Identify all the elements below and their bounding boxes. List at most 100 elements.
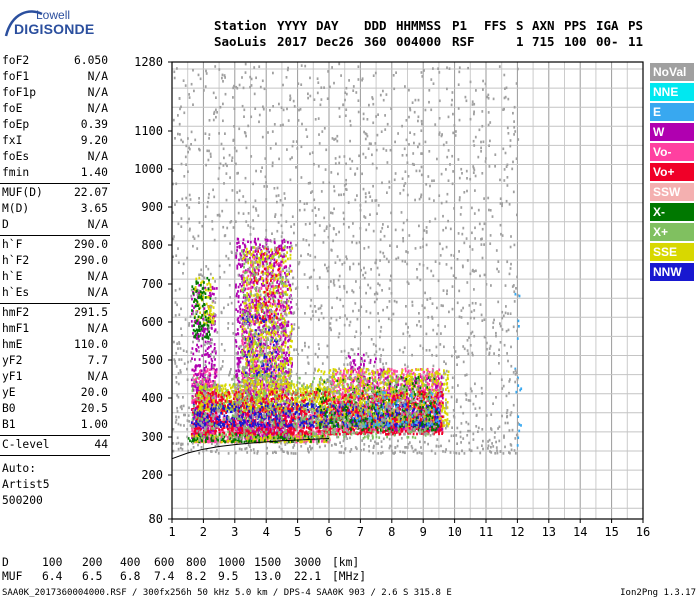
echo-point [353,390,356,394]
echo-point [244,437,247,441]
echo-point [287,384,289,388]
echo-point [283,419,286,423]
echo-point [285,307,288,310]
echo-point [269,317,271,321]
echo-point [263,366,266,369]
echo-point [222,387,225,390]
echo-point [419,428,422,432]
echo-point [259,275,262,279]
echo-point [257,431,260,435]
echo-point [357,353,360,356]
echo-point [283,357,286,360]
hdr-s-value: 1 [516,34,524,49]
echo-point [342,376,345,379]
echo-point [287,408,290,411]
echo-point [256,364,258,367]
echo-point [251,346,253,350]
echo-point [258,342,261,345]
echo-point [365,417,368,420]
echo-point [271,253,274,256]
echo-point [403,412,406,415]
echo-point [250,415,253,418]
echo-point [342,372,345,375]
echo-point [246,336,249,339]
echo-point [273,332,276,336]
echo-point [421,380,424,383]
echo-point [288,440,291,444]
echo-point [248,355,251,358]
echo-point [421,423,424,427]
echo-point [310,390,313,394]
echo-point [224,422,226,426]
echo-point [287,381,289,385]
echo-point [258,422,261,425]
echo-point [248,436,251,440]
echo-point [266,332,269,335]
echo-point [415,425,418,429]
echo-point [278,403,280,407]
echo-point [243,382,246,386]
echo-point [273,387,276,391]
echo-point [360,357,363,361]
echo-point [199,418,202,422]
echo-point [259,397,262,401]
echo-point [199,292,202,296]
echo-point [407,424,410,427]
echo-point [357,390,360,393]
param-key: C-level [2,438,50,451]
echo-point [215,383,217,387]
echo-point [440,426,443,430]
echo-point [237,363,240,367]
echo-point [272,419,275,422]
echo-point [404,367,407,371]
echo-point [361,404,363,408]
echo-point [278,308,281,312]
echo-point [264,409,267,413]
echo-point [248,310,251,313]
echo-point [251,349,254,352]
echo-point [278,431,281,435]
echo-point [237,316,240,320]
echo-point [198,296,201,299]
echo-point [358,383,361,387]
echo-point [341,428,344,431]
echo-point [290,422,293,425]
echo-point [192,309,194,313]
echo-point [313,409,316,412]
echo-point [436,428,439,431]
echo-point [243,432,245,435]
echo-point [285,434,288,438]
echo-point [251,422,253,426]
echo-point [369,421,372,424]
echo-point [395,390,398,393]
echo-point [282,343,285,346]
param-value: 291.5 [73,306,108,319]
echo-point [272,269,274,272]
echo-point [224,403,226,407]
echo-point [341,402,343,406]
echo-point [265,356,268,359]
echo-point [261,429,263,433]
echo-point [380,369,383,373]
param-value: 20.5 [80,402,108,415]
echo-point [231,430,233,433]
echo-point [242,432,244,435]
echo-point [268,432,271,436]
echo-point [368,380,371,383]
echo-point [324,428,327,431]
echo-point [285,265,287,268]
echo-point [201,404,203,408]
echo-point [208,400,211,403]
echo-point [254,378,257,382]
echo-point [214,320,216,323]
echo-point [251,285,253,289]
echo-point [360,412,363,415]
echo-point [197,406,200,409]
echo-point [391,404,394,407]
echo-point [205,427,208,430]
echo-point [372,398,375,401]
echo-point [309,390,312,393]
echo-point [204,340,207,344]
echo-point [421,384,424,387]
echo-point [265,355,268,359]
